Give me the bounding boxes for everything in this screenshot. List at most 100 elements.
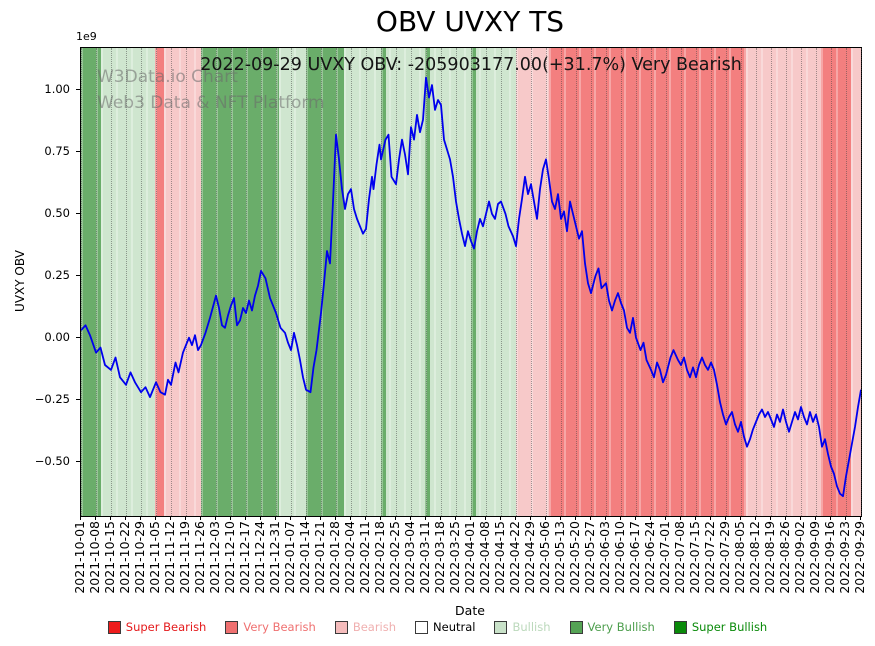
x-tick-label: 2022-04-08 <box>477 521 492 594</box>
gridline <box>861 48 862 516</box>
x-tick-label: 2022-05-13 <box>552 521 567 594</box>
x-tick-mark <box>740 516 741 520</box>
x-tick-label: 2021-12-17 <box>237 521 252 594</box>
x-tick-label: 2022-08-05 <box>732 521 747 594</box>
x-tick-mark <box>605 516 606 520</box>
x-tick-label: 2021-12-10 <box>222 521 237 594</box>
watermark-line-1: W3Data.io Chart <box>97 67 238 87</box>
legend-label: Neutral <box>433 620 476 634</box>
chart-title: OBV UVXY TS <box>375 5 565 38</box>
sentiment-band-very_bullish <box>471 48 476 516</box>
x-tick-label: 2022-02-25 <box>387 521 402 594</box>
legend-label: Bearish <box>352 620 397 634</box>
legend-swatch <box>334 620 348 634</box>
x-tick-label: 2022-06-24 <box>642 521 657 594</box>
x-tick-label: 2022-05-20 <box>567 521 582 594</box>
x-tick-label: 2022-09-09 <box>807 521 822 594</box>
x-tick-label: 2022-04-29 <box>522 521 537 594</box>
gridline <box>546 48 547 516</box>
x-tick-label: 2022-07-22 <box>702 521 717 594</box>
gridline <box>666 48 667 516</box>
x-tick-label: 2021-10-01 <box>72 521 87 594</box>
x-tick-label: 2021-12-24 <box>252 521 267 594</box>
sentiment-band-bearish <box>850 48 861 516</box>
gridline <box>621 48 622 516</box>
x-tick-mark <box>95 516 96 520</box>
legend: Super Bearish Very Bearish Bearish Neutral B… <box>0 620 875 634</box>
x-tick-label: 2022-04-22 <box>507 521 522 594</box>
x-tick-mark <box>710 516 711 520</box>
x-tick-mark <box>590 516 591 520</box>
x-tick-label: 2021-10-29 <box>132 521 147 594</box>
x-tick-mark <box>860 516 861 520</box>
x-tick-label: 2022-01-28 <box>327 521 342 594</box>
watermark: W3Data.io Chart Web3 Data & NFT Platform <box>97 64 325 116</box>
gridline <box>201 48 202 516</box>
x-tick-mark <box>395 516 396 520</box>
x-tick-mark <box>815 516 816 520</box>
gridline <box>471 48 472 516</box>
legend-swatch <box>415 620 429 634</box>
x-tick-label: 2022-02-04 <box>342 521 357 594</box>
gridline <box>336 48 337 516</box>
x-tick-mark <box>185 516 186 520</box>
y-tick-mark <box>76 212 80 214</box>
x-tick-label: 2022-08-19 <box>762 521 777 594</box>
sentiment-band-bearish <box>516 48 549 516</box>
x-tick-mark <box>155 516 156 520</box>
x-tick-label: 2022-01-14 <box>297 521 312 594</box>
x-tick-mark <box>110 516 111 520</box>
x-tick-mark <box>260 516 261 520</box>
y-tick-mark <box>76 274 80 276</box>
x-tick-label: 2022-07-01 <box>657 521 672 594</box>
gridline <box>576 48 577 516</box>
legend-label: Very Bullish <box>587 620 655 634</box>
x-tick-label: 2022-02-11 <box>357 521 372 594</box>
x-tick-label: 2022-06-03 <box>597 521 612 594</box>
y-tick-mark <box>76 460 80 462</box>
y-tick-label: 0.25 <box>44 267 70 282</box>
sentiment-band-very_bearish <box>549 48 746 516</box>
x-tick-mark <box>530 516 531 520</box>
x-tick-mark <box>830 516 831 520</box>
gridline <box>816 48 817 516</box>
sentiment-band-very_bullish <box>424 48 430 516</box>
x-tick-label: 2022-07-29 <box>717 521 732 594</box>
x-tick-mark <box>410 516 411 520</box>
x-tick-label: 2022-05-27 <box>582 521 597 594</box>
x-tick-label: 2022-03-11 <box>417 521 432 594</box>
legend-label: Very Bearish <box>243 620 316 634</box>
legend-swatch <box>569 620 583 634</box>
x-tick-mark <box>80 516 81 520</box>
legend-item: Very Bearish <box>225 620 316 634</box>
gridline <box>426 48 427 516</box>
gridline <box>771 48 772 516</box>
gridline <box>561 48 562 516</box>
gridline <box>321 48 322 516</box>
legend-swatch <box>673 620 687 634</box>
gridline <box>276 48 277 516</box>
gridline <box>516 48 517 516</box>
x-tick-label: 2021-11-12 <box>162 521 177 594</box>
obv-line-series <box>81 76 861 498</box>
x-tick-label: 2021-10-22 <box>117 521 132 594</box>
legend-item: Bearish <box>334 620 397 634</box>
gridline <box>231 48 232 516</box>
gridline <box>246 48 247 516</box>
gridline <box>681 48 682 516</box>
gridline <box>81 48 82 516</box>
y-tick-label: −0.50 <box>34 453 70 468</box>
x-tick-label: 2022-09-16 <box>822 521 837 594</box>
sentiment-band-very_bullish <box>81 48 101 516</box>
x-tick-mark <box>380 516 381 520</box>
legend-item: Neutral <box>415 620 475 634</box>
legend-label: Bullish <box>512 620 551 634</box>
x-tick-mark <box>845 516 846 520</box>
x-tick-mark <box>125 516 126 520</box>
legend-label: Super Bullish <box>691 620 768 634</box>
gridline <box>726 48 727 516</box>
y-tick-label: 0.50 <box>44 205 70 220</box>
x-tick-label: 2022-08-12 <box>747 521 762 594</box>
gridline <box>486 48 487 516</box>
legend-swatch <box>494 620 508 634</box>
